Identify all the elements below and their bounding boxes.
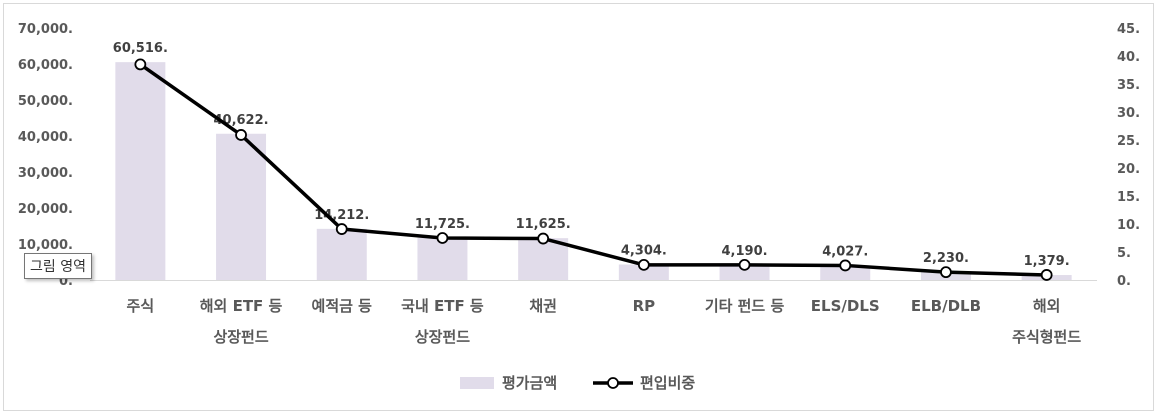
y-left-tick-label: 50,000. <box>18 94 73 109</box>
line-point <box>839 259 852 272</box>
y-left-tick-label: 30,000. <box>18 166 73 181</box>
y-right-tick-label: 30. <box>1117 106 1140 121</box>
line-point <box>537 232 550 245</box>
bar <box>216 133 267 280</box>
line-point <box>235 129 247 141</box>
y-left-tick-label: 20,000. <box>18 202 73 217</box>
bar <box>719 264 770 280</box>
chart-frame <box>3 3 1154 411</box>
bar-data-label: 11,725. <box>415 217 470 232</box>
bar-data-label: 4,027. <box>822 245 868 260</box>
y-right-tick-label: 25. <box>1117 134 1140 149</box>
bar <box>618 264 669 280</box>
y-axis-left: 70,000. 60,000. 50,000. 40,000. 30,000. 20,00… <box>18 22 73 289</box>
x-category-label: RP <box>633 297 656 315</box>
bar-data-label: 14,212. <box>314 208 369 223</box>
line-point <box>134 58 147 71</box>
bar-data-label: 11,625. <box>516 217 571 232</box>
bar-data-labels: 60,516.40,622.14,212.11,725. 11,625.4,304… <box>113 41 1070 269</box>
x-category-label: 주식형펀드 <box>1012 328 1081 346</box>
x-category-label: 주식 <box>127 297 155 315</box>
x-category-label: ELS/DLS <box>811 297 880 315</box>
y-right-tick-label: 15. <box>1117 190 1140 205</box>
x-category-label: 해외 ETF 등 <box>200 297 283 315</box>
y-right-tick-label: 5. <box>1117 246 1131 261</box>
line-path <box>139 62 1047 277</box>
x-category-label: 상장펀드 <box>415 328 470 346</box>
line-point <box>738 258 751 271</box>
y-left-tick-label: 60,000. <box>18 58 73 73</box>
x-category-label: 예적금 등 <box>312 297 373 315</box>
y-right-tick-label: 0. <box>1117 274 1131 289</box>
y-left-tick-label: 10,000. <box>18 238 73 253</box>
x-category-label: 상장펀드 <box>213 328 268 346</box>
bar <box>316 228 367 280</box>
y-left-tick-label: 70,000. <box>18 22 73 37</box>
y-right-tick-label: 40. <box>1117 50 1140 65</box>
line-series <box>134 58 1053 281</box>
bar-data-label: 4,304. <box>621 244 667 259</box>
y-left-tick-label: 40,000. <box>18 130 73 145</box>
bar-data-label: 4,190. <box>722 244 768 259</box>
x-category-label: 채권 <box>529 297 557 315</box>
bar <box>115 62 166 281</box>
line-point <box>637 258 650 271</box>
legend-line-label: 편입비중 <box>640 374 695 392</box>
legend-bar-label: 평가금액 <box>502 374 557 392</box>
line-point <box>940 266 952 279</box>
bar <box>820 265 871 280</box>
legend: 평가금액 편입비중 <box>460 374 695 392</box>
y-right-tick-label: 10. <box>1117 218 1140 233</box>
y-right-tick-label: 20. <box>1117 162 1140 177</box>
legend-bar-swatch <box>460 377 494 389</box>
plot-area-tooltip: 그림 영역 <box>24 253 92 279</box>
x-category-label: 국내 ETF 등 <box>401 297 484 315</box>
bar-data-label: 60,516. <box>113 41 168 56</box>
line-point <box>436 232 449 244</box>
legend-line-marker <box>607 377 619 389</box>
x-category-label: 기타 펀드 등 <box>705 297 785 315</box>
bar <box>518 238 569 280</box>
x-category-label: ELB/DLB <box>911 297 981 315</box>
x-category-label: 해외 <box>1033 297 1061 315</box>
bar-series <box>115 62 1072 281</box>
y-right-tick-label: 35. <box>1117 78 1140 93</box>
y-axis-right: 45. 40. 35. 30. 25. 20. 15. 10. 5. 0. <box>1117 22 1140 289</box>
y-right-tick-label: 45. <box>1117 22 1140 37</box>
line-point <box>335 223 348 235</box>
bar-data-label: 1,379. <box>1024 254 1070 269</box>
bar <box>417 237 468 280</box>
line-point <box>1040 269 1053 281</box>
bar-data-label: 2,230. <box>923 251 969 266</box>
